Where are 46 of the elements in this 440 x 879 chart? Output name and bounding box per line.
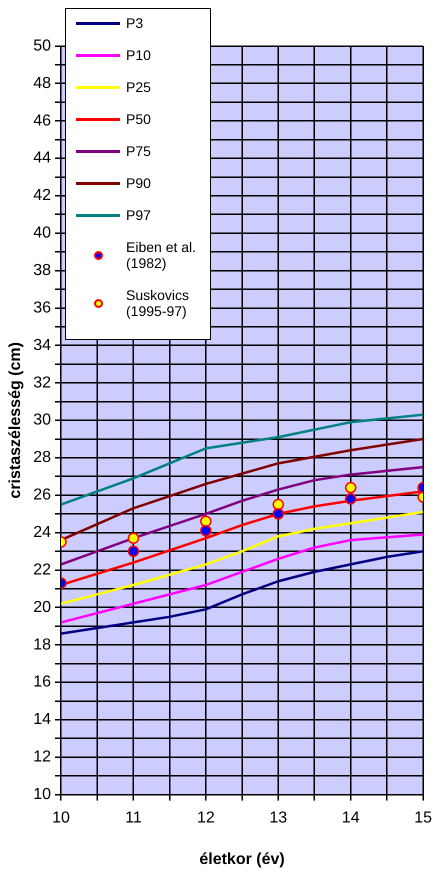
legend-label: P25	[126, 79, 151, 95]
legend-label: P50	[126, 111, 151, 127]
y-tick-label: 10	[33, 786, 52, 804]
x-tick-label: 10	[52, 810, 70, 827]
point	[344, 482, 356, 494]
y-tick-label: 28	[33, 449, 52, 466]
y-tick-label: 22	[33, 561, 52, 578]
y-tick-label: 18	[33, 636, 52, 654]
y-tick-label: 46	[33, 112, 52, 130]
x-tick-label: 12	[196, 810, 215, 827]
y-tick-label: 12	[33, 748, 52, 766]
y-tick-label: 40	[33, 224, 52, 242]
point	[128, 546, 140, 558]
y-tick-label: 26	[33, 486, 52, 504]
y-tick-label: 38	[33, 262, 52, 279]
y-tick-label: 20	[33, 598, 52, 616]
legend-label: P97	[126, 207, 151, 223]
y-tick-label: 48	[33, 74, 52, 92]
point	[272, 498, 284, 510]
y-tick-label: 42	[33, 187, 52, 204]
legend-label: P3	[126, 15, 144, 31]
y-tick-label: 24	[33, 524, 52, 541]
y-tick-label: 34	[33, 336, 52, 354]
legend-label: P90	[126, 175, 151, 191]
y-tick-label: 30	[33, 412, 52, 429]
legend-label: P75	[126, 143, 151, 159]
y-tick-label: 16	[33, 674, 52, 691]
y-tick-label: 36	[33, 299, 52, 316]
point	[344, 493, 356, 505]
y-axis-title: cristaszélesség (cm)	[7, 342, 24, 499]
y-tick-label: 32	[33, 374, 52, 392]
point	[272, 508, 284, 520]
legend-label: Suskovics (1995-97)	[126, 287, 190, 319]
y-tick-label: 50	[33, 37, 52, 54]
legend-label: Eiben et al. (1982)	[126, 239, 198, 271]
point	[128, 532, 140, 544]
legend-label: P10	[126, 47, 151, 63]
x-axis-title: életkor (év)	[199, 850, 285, 868]
y-tick-label: 44	[33, 150, 52, 167]
x-tick-label: 15	[414, 810, 432, 827]
point	[200, 524, 212, 536]
y-tick-label: 14	[33, 711, 52, 728]
point	[200, 516, 212, 528]
x-tick-label: 13	[269, 810, 288, 827]
x-tick-label: 11	[125, 810, 142, 827]
x-tick-label: 14	[342, 810, 360, 827]
